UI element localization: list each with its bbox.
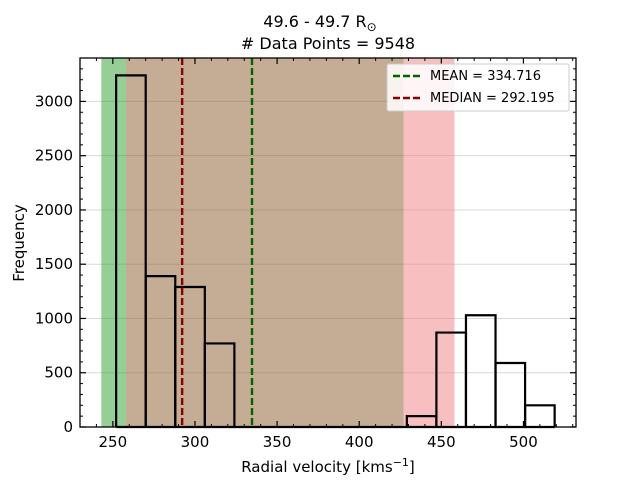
x-tick-label: 350 (263, 433, 292, 451)
y-tick-label: 1500 (35, 255, 73, 273)
y-tick-label: 2500 (35, 147, 73, 165)
legend-mean-label: MEAN = 334.716 (430, 69, 541, 84)
shaded-bands (101, 58, 455, 427)
x-axis-label: Radial velocity [kms−1] (241, 456, 415, 476)
sun-symbol: ⊙ (367, 20, 377, 34)
band-red (403, 58, 455, 427)
y-tick-label: 3000 (35, 92, 73, 110)
x-tick-label: 500 (509, 433, 538, 451)
x-axis-label-superscript: −1 (393, 456, 409, 469)
plot-frame (79, 57, 577, 428)
band-brown (125, 58, 404, 427)
reference-lines (180, 58, 254, 427)
histogram-bin (115, 74, 147, 427)
x-tick-label: 400 (345, 433, 374, 451)
histogram-bin (203, 342, 236, 427)
histogram-bin (523, 404, 556, 427)
x-tick-label: 300 (181, 433, 210, 451)
band-green (101, 58, 126, 427)
histogram-bin (494, 361, 527, 427)
y-tick-label: 2000 (35, 201, 73, 219)
y-tick-label: 500 (44, 364, 73, 382)
x-tick-label: 450 (427, 433, 456, 451)
histogram-bin (464, 314, 497, 427)
y-axis-label: Frequency (10, 204, 28, 282)
y-tick-label: 0 (63, 418, 73, 436)
chart-title-line1: 49.6 - 49.7 R⊙ (263, 12, 376, 34)
chart-title-line2: # Data Points = 9548 (241, 34, 415, 53)
x-axis-label-end: ] (409, 458, 415, 476)
y-tick-label: 1000 (35, 309, 73, 327)
legend-box (386, 63, 570, 112)
legend: MEAN = 334.716 MEDIAN = 292.195 (386, 63, 570, 112)
x-tick-label: 250 (99, 433, 128, 451)
legend-median-label: MEDIAN = 292.195 (430, 91, 555, 106)
